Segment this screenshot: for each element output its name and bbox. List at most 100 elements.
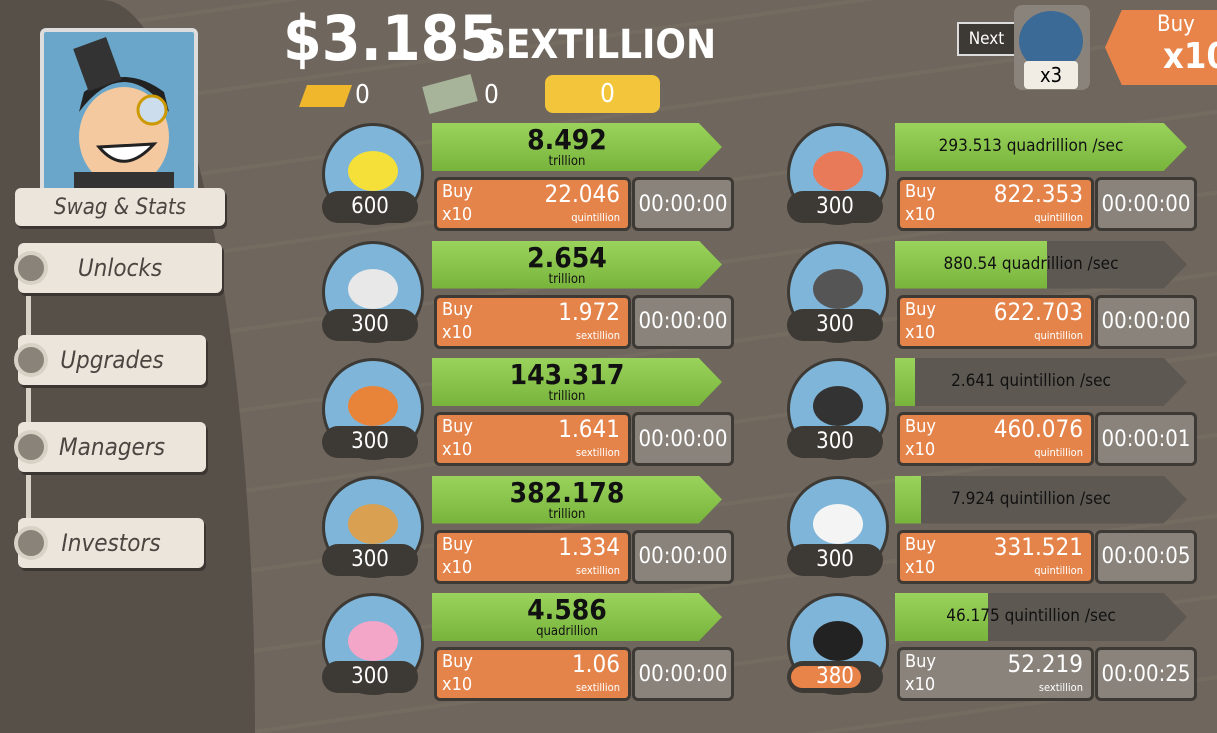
revenue-unit: trillion (548, 154, 586, 169)
buy-button[interactable]: Buy x10 822.353 quintillion (897, 177, 1094, 231)
owned-text: 600 (351, 194, 389, 219)
next-label: Next (957, 22, 1016, 56)
icon-art (813, 268, 863, 309)
buy-qty: x10 (905, 556, 936, 578)
buy-button[interactable]: Buy x10 22.046 quintillion (434, 177, 631, 231)
timer: 00:00:00 (1095, 177, 1197, 231)
owned-text: 300 (351, 311, 389, 337)
revenue-bar[interactable]: 143.317 trillion (432, 358, 722, 406)
menu-knob (14, 343, 48, 377)
revenue-unit: trillion (548, 506, 586, 522)
buy-qty: x10 (905, 321, 936, 343)
cost-unit: quintillion (1034, 328, 1083, 342)
tickets[interactable]: 0 (545, 75, 660, 113)
buy-button[interactable]: Buy x10 331.521 quintillion (897, 529, 1094, 584)
revenue-bar[interactable]: 880.54 quadrillion /sec (895, 240, 1187, 289)
money-unit: SEXTILLION (480, 22, 717, 68)
timer: 00:00:00 (632, 412, 734, 466)
revenue-value: 4.586 (527, 593, 607, 626)
revenue-bar[interactable]: 2.641 quintillion /sec (895, 358, 1187, 406)
buy-multiplier[interactable]: Buy x10 (1105, 10, 1217, 85)
avatar-art (73, 37, 174, 192)
revenue-bar[interactable]: 2.654 trillion (432, 240, 722, 289)
revenue-value: 880.54 quadrillion /sec (943, 253, 1119, 274)
money: $3.185 (283, 2, 499, 75)
buy-button[interactable]: Buy x10 1.641 sextillion (434, 412, 631, 466)
cost-value: 1.972 (558, 297, 620, 326)
buy-label: Buy (442, 416, 473, 437)
revenue-unit: quadrillion (536, 624, 598, 639)
revenue-value: 382.178 (509, 475, 625, 509)
buy-button[interactable]: Buy x10 1.06 sextillion (434, 647, 631, 701)
buy-qty: x10 (905, 674, 936, 695)
owned-count: 300 (322, 543, 418, 576)
timer: 00:00:00 (632, 294, 734, 349)
revenue-unit: trillion (548, 389, 586, 404)
owned-count: 300 (787, 426, 883, 458)
gold-count: 0 (355, 80, 370, 110)
buy-label: Buy (905, 533, 936, 555)
icon-art (813, 151, 863, 191)
revenue-value: 143.317 (509, 358, 625, 391)
megabucks-count: 0 (484, 80, 499, 110)
buy-label: Buy (905, 651, 936, 672)
buy-qty: x10 (905, 204, 936, 225)
profile-ribbon[interactable]: Swag & Stats (15, 188, 225, 226)
owned-count: 600 (322, 191, 418, 223)
owned-count: 300 (322, 308, 418, 341)
timer: 00:00:00 (632, 529, 734, 584)
buy-button[interactable]: Buy x10 460.076 quintillion (897, 412, 1094, 466)
revenue-value: 293.513 quadrillion /sec (938, 136, 1124, 156)
cost-unit: quintillion (1034, 563, 1083, 577)
owned-text: 380 (816, 664, 854, 689)
timer: 00:00:00 (632, 647, 734, 701)
revenue-progress (432, 475, 722, 524)
cost-value: 622.703 (993, 297, 1083, 326)
gold-icon (298, 85, 353, 107)
owned-text: 300 (351, 546, 389, 572)
buy-button[interactable]: Buy x10 52.219 sextillion (897, 647, 1094, 701)
revenue-progress (895, 593, 989, 641)
buy-amount: x10 (1163, 36, 1217, 77)
owned-text: 300 (351, 429, 389, 454)
owned-count: 300 (787, 191, 883, 223)
buy-qty: x10 (442, 439, 473, 460)
buy-label: Buy (442, 181, 473, 202)
menu-item[interactable]: Managers (18, 422, 206, 472)
menu-chain (26, 260, 31, 550)
cost-value: 1.334 (558, 532, 620, 561)
revenue-bar[interactable]: 8.492 trillion (432, 123, 722, 171)
buy-label: Buy (905, 298, 936, 320)
menu-item[interactable]: Unlocks (18, 243, 222, 293)
revenue-bar[interactable]: 4.586 quadrillion (432, 593, 722, 641)
icon-art (348, 503, 398, 544)
revenue-progress (432, 123, 722, 171)
cost-value: 1.06 (571, 650, 620, 678)
cost-value: 52.219 (1007, 650, 1083, 678)
revenue-value: 8.492 (527, 123, 607, 156)
revenue-progress (895, 123, 1187, 171)
revenue-bar[interactable]: 293.513 quadrillion /sec (895, 123, 1187, 171)
timer: 00:00:00 (632, 177, 734, 231)
owned-text: 300 (351, 664, 389, 689)
revenue-value: 7.924 quintillion /sec (951, 488, 1111, 509)
revenue-bar[interactable]: 46.175 quintillion /sec (895, 593, 1187, 641)
revenue-bar[interactable]: 7.924 quintillion /sec (895, 475, 1187, 524)
revenue-unit: trillion (548, 271, 586, 287)
buy-button[interactable]: Buy x10 1.972 sextillion (434, 294, 631, 349)
revenue-progress (895, 240, 1047, 289)
avatar[interactable] (40, 28, 198, 196)
menu-item[interactable]: Upgrades (18, 335, 206, 385)
owned-text: 300 (816, 429, 854, 454)
menu-knob (14, 251, 48, 285)
buy-button[interactable]: Buy x10 622.703 quintillion (897, 294, 1094, 349)
next-unlock[interactable]: x3 (1014, 5, 1090, 90)
menu-item[interactable]: Investors (18, 518, 204, 568)
icon-art (348, 386, 398, 426)
cost-value: 460.076 (993, 415, 1083, 443)
buy-label: Buy (442, 533, 473, 555)
revenue-bar[interactable]: 382.178 trillion (432, 475, 722, 524)
buy-label: Buy (442, 298, 473, 320)
buy-button[interactable]: Buy x10 1.334 sextillion (434, 529, 631, 584)
